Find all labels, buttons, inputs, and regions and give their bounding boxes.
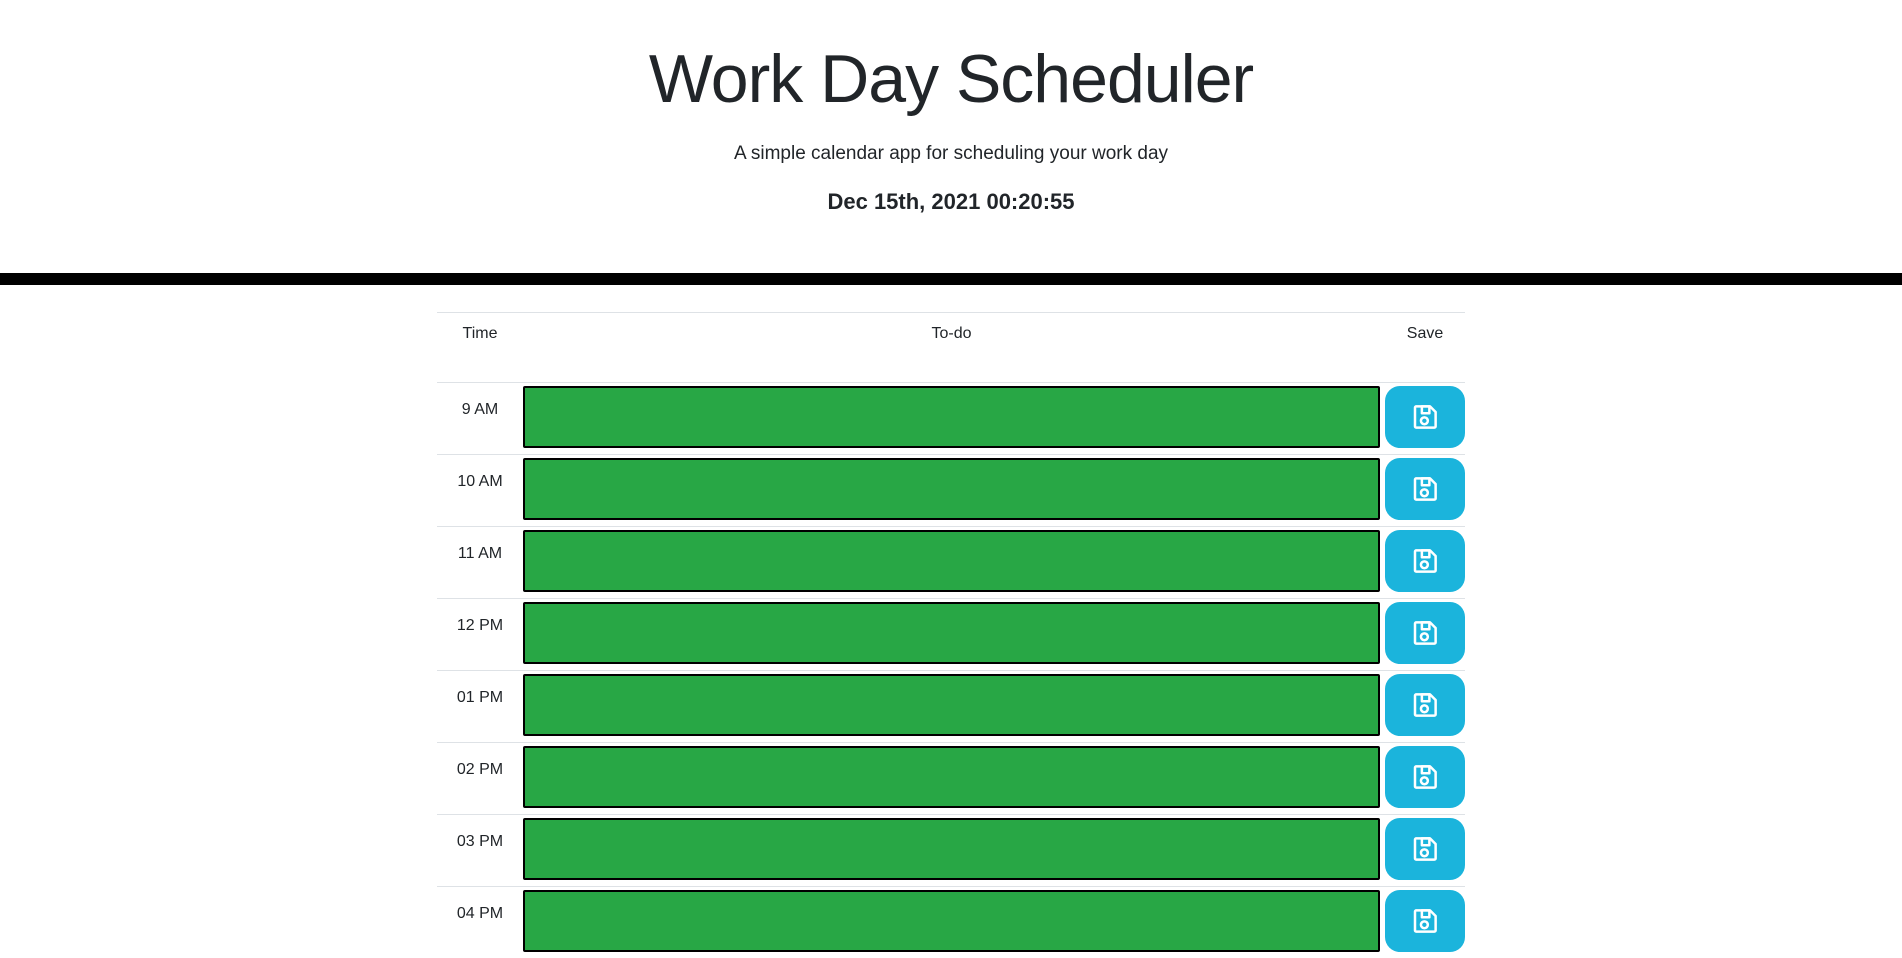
save-button-04pm[interactable]	[1385, 889, 1465, 952]
time-row: 12 PM	[437, 597, 1465, 670]
save-button-10am[interactable]	[1385, 457, 1465, 520]
hour-label: 9 AM	[461, 400, 499, 418]
floppy-disk-icon	[1413, 908, 1437, 933]
hour-label: 12 PM	[456, 616, 504, 634]
page-header: Work Day Scheduler A simple calendar app…	[0, 0, 1902, 217]
todo-textarea-01pm[interactable]	[523, 673, 1380, 736]
todo-textarea-12pm[interactable]	[523, 601, 1380, 664]
todo-textarea-10am[interactable]	[523, 457, 1380, 520]
save-button-01pm[interactable]	[1385, 673, 1465, 736]
floppy-disk-icon	[1413, 548, 1437, 573]
column-header-todo: To-do	[931, 324, 972, 342]
todo-textarea-9am[interactable]	[523, 385, 1380, 448]
table-header-row: Time To-do Save	[437, 311, 1465, 382]
save-button-11am[interactable]	[1385, 529, 1465, 592]
save-button-12pm[interactable]	[1385, 601, 1465, 664]
floppy-disk-icon	[1413, 764, 1437, 789]
time-row: 11 AM	[437, 525, 1465, 598]
time-row: 04 PM	[437, 885, 1465, 958]
todo-textarea-04pm[interactable]	[523, 889, 1380, 952]
time-row: 01 PM	[437, 669, 1465, 742]
current-date: Dec 15th, 2021 00:20:55	[827, 188, 1075, 214]
hour-label: 04 PM	[456, 904, 504, 922]
time-row: 9 AM	[437, 381, 1465, 454]
page-title: Work Day Scheduler	[648, 41, 1254, 117]
floppy-disk-icon	[1413, 692, 1437, 717]
floppy-disk-icon	[1413, 404, 1437, 429]
floppy-disk-icon	[1413, 476, 1437, 501]
page-subtitle: A simple calendar app for scheduling you…	[733, 142, 1169, 164]
save-button-03pm[interactable]	[1385, 817, 1465, 880]
floppy-disk-icon	[1413, 836, 1437, 861]
hour-label: 11 AM	[457, 544, 503, 562]
save-button-02pm[interactable]	[1385, 745, 1465, 808]
time-row: 10 AM	[437, 453, 1465, 526]
todo-textarea-03pm[interactable]	[523, 817, 1380, 880]
header-divider	[0, 272, 1902, 285]
save-button-9am[interactable]	[1385, 385, 1465, 448]
floppy-disk-icon	[1413, 620, 1437, 645]
schedule-container: Time To-do Save 9 AM 10 AM 11 AM	[437, 311, 1465, 958]
schedule-rows: 9 AM 10 AM 11 AM	[437, 381, 1465, 958]
todo-textarea-11am[interactable]	[523, 529, 1380, 592]
hour-label: 02 PM	[456, 760, 504, 778]
time-row: 02 PM	[437, 741, 1465, 814]
hour-label: 01 PM	[456, 688, 504, 706]
time-row: 03 PM	[437, 813, 1465, 886]
column-header-save: Save	[1406, 324, 1444, 342]
hour-label: 03 PM	[456, 832, 504, 850]
column-header-time: Time	[462, 324, 498, 342]
hour-label: 10 AM	[457, 472, 503, 490]
todo-textarea-02pm[interactable]	[523, 745, 1380, 808]
